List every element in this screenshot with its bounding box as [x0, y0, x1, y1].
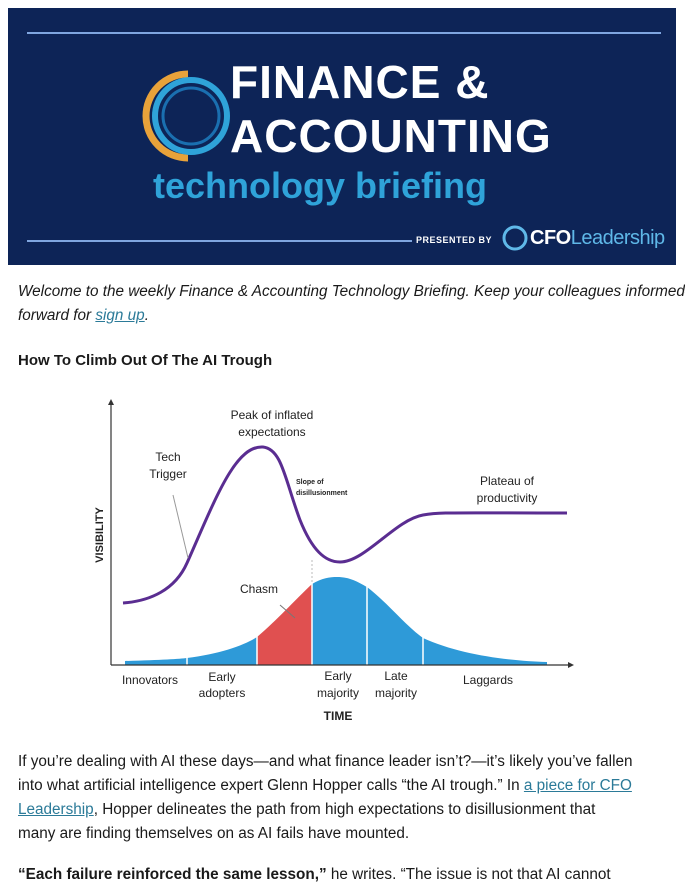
divider [27, 32, 661, 34]
body-line: many are finding themselves on as AI fai… [18, 825, 410, 842]
peak-label: expectations [238, 425, 305, 439]
hype-cycle-diagram: VISIBILITY TIME Peak of inflated expecta… [94, 399, 574, 723]
slope-label: Slope of [296, 479, 324, 486]
newsletter-banner: FINANCE & ACCOUNTING technology briefing… [8, 8, 676, 265]
y-axis-label: VISIBILITY [94, 507, 106, 563]
segment-label: Laggards [463, 673, 513, 687]
body-paragraph: If you’re dealing with AI these days—and… [18, 750, 632, 846]
quote-paragraph: “Each failure reinforced the same lesson… [18, 863, 611, 887]
sign-up-link[interactable]: sign up [95, 307, 145, 324]
segment-label: Early [324, 669, 351, 683]
segment-label: Late [384, 669, 408, 683]
body-line: into what artificial intelligence expert… [18, 777, 524, 794]
article-link[interactable]: a piece for CFO [523, 777, 632, 794]
segment-label: Innovators [122, 673, 178, 687]
sponsor-b: Leadership [570, 227, 665, 249]
title-line-1: FINANCE & [230, 56, 490, 108]
chasm-area [257, 584, 312, 665]
plateau-label: productivity [477, 491, 538, 505]
hype-curve [122, 445, 568, 605]
x-axis-label: TIME [324, 709, 353, 723]
sponsor-logo: CFOLeadership [530, 227, 665, 250]
intro-line: forward for [18, 307, 96, 324]
segment-label: Early [208, 670, 235, 684]
plateau-label: Plateau of [480, 474, 535, 488]
title-line-3: technology briefing [153, 165, 488, 206]
intro-text: Welcome to the weekly Finance & Accounti… [18, 280, 685, 328]
article-heading: How To Climb Out Of The AI Trough [18, 352, 273, 369]
divider [27, 240, 412, 242]
quote-text: he writes. “The issue is not that AI can… [326, 866, 611, 883]
sponsor-a: CFO [530, 227, 571, 249]
trigger-label: Tech [155, 450, 180, 464]
chasm-label: Chasm [240, 582, 278, 596]
bell-right [312, 577, 547, 665]
bell-left [125, 637, 257, 665]
trigger-label: Trigger [149, 467, 187, 481]
peak-label: Peak of inflated [231, 408, 314, 422]
segment-label: majority [317, 686, 359, 700]
quote-bold: “Each failure reinforced the same lesson… [18, 866, 327, 883]
logo-ring-icon [142, 70, 230, 162]
segment-label: adopters [199, 686, 246, 700]
body-line: , Hopper delineates the path from high e… [93, 801, 596, 818]
body-line: If you’re dealing with AI these days—and… [18, 753, 633, 770]
slope-label: disillusionment [296, 490, 348, 497]
segment-label: majority [375, 686, 417, 700]
presented-by: PRESENTED BY [416, 235, 493, 245]
title-line-2: ACCOUNTING [230, 110, 552, 162]
cfo-logo-icon [502, 225, 528, 251]
intro-punct: . [144, 307, 149, 324]
intro-line: Welcome to the weekly Finance & Accounti… [18, 283, 685, 300]
article-link[interactable]: Leadership [18, 801, 94, 818]
